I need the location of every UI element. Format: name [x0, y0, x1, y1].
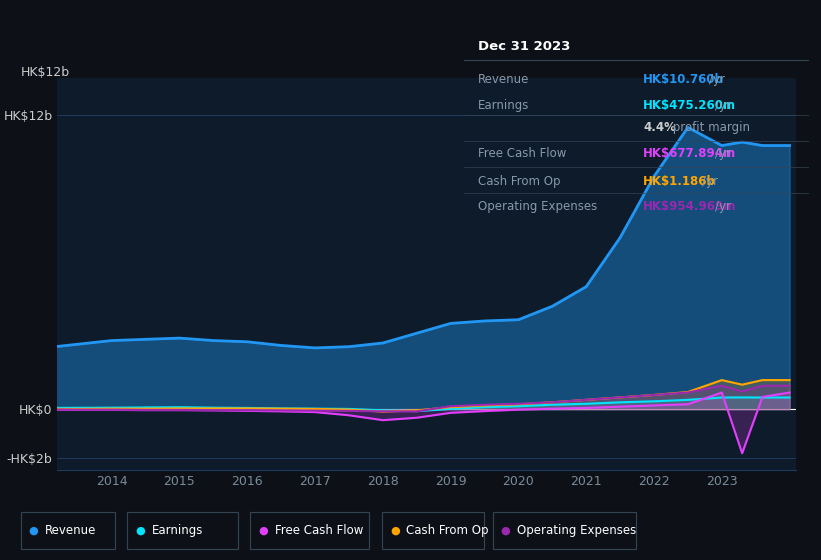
Text: /yr: /yr	[702, 175, 718, 188]
Text: Earnings: Earnings	[478, 99, 529, 112]
Text: ●: ●	[390, 525, 400, 535]
Text: HK$954.969m: HK$954.969m	[643, 200, 736, 213]
Text: HK$677.894m: HK$677.894m	[643, 147, 736, 160]
Text: Operating Expenses: Operating Expenses	[478, 200, 597, 213]
Text: 4.4%: 4.4%	[643, 121, 676, 134]
Text: Operating Expenses: Operating Expenses	[517, 524, 636, 537]
Text: HK$1.186b: HK$1.186b	[643, 175, 716, 188]
Text: HK$12b: HK$12b	[21, 66, 70, 80]
Text: /yr: /yr	[715, 147, 732, 160]
Text: Revenue: Revenue	[45, 524, 97, 537]
Text: profit margin: profit margin	[669, 121, 750, 134]
Text: HK$10.760b: HK$10.760b	[643, 73, 724, 86]
Text: ●: ●	[501, 525, 511, 535]
Text: Free Cash Flow: Free Cash Flow	[478, 147, 566, 160]
Text: /yr: /yr	[715, 200, 732, 213]
Text: Revenue: Revenue	[478, 73, 529, 86]
Text: Free Cash Flow: Free Cash Flow	[275, 524, 364, 537]
Text: /yr: /yr	[709, 73, 725, 86]
Text: ●: ●	[259, 525, 268, 535]
Text: ●: ●	[29, 525, 39, 535]
Text: HK$475.260m: HK$475.260m	[643, 99, 736, 112]
Text: Dec 31 2023: Dec 31 2023	[478, 40, 570, 53]
Text: Earnings: Earnings	[152, 524, 204, 537]
Text: Cash From Op: Cash From Op	[478, 175, 560, 188]
Text: ●: ●	[135, 525, 145, 535]
Text: Cash From Op: Cash From Op	[406, 524, 488, 537]
Text: /yr: /yr	[715, 99, 732, 112]
